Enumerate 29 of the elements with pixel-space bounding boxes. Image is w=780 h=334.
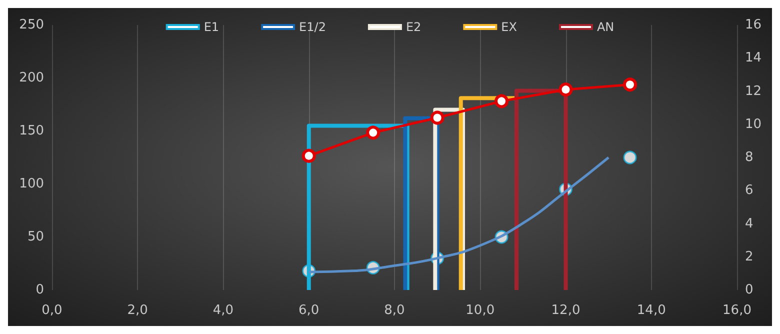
y-tick-label: 250 [19,18,44,32]
y2-tick-label: 0 [745,282,754,298]
x-tick-label: 6,0 [298,303,320,318]
y-tick-label: 0 [36,282,44,298]
y-tick-label: 200 [19,70,44,86]
x-tick-label: 0,0 [42,303,62,318]
y-tick-label: 100 [19,176,44,192]
y2-tick-label: 16 [745,18,762,32]
y2-tick-label: 10 [745,116,762,132]
y-tick-label: 50 [27,230,44,244]
legend-label: E1/2 [299,20,326,34]
y2-tick-label: 14 [745,50,762,66]
x-tick-label: 14,0 [636,303,666,318]
x-tick-label: 12,0 [551,303,580,318]
x-tick-label: 10,0 [466,303,495,318]
y-tick-label: 150 [19,124,44,138]
y2-tick-label: 4 [745,216,754,232]
legend-label: EX [501,20,517,34]
legend-label: E2 [406,20,422,34]
y2-tick-label: 6 [745,183,754,198]
x-tick-label: 2,0 [127,303,148,318]
y2-tick-label: 12 [745,84,762,99]
y2-tick-label: 2 [745,249,754,264]
x-tick-label: 8,0 [384,303,405,318]
x-tick-label: 16,0 [722,303,752,318]
x-tick-label: 4,0 [212,303,234,318]
y2-tick-label: 8 [745,150,754,165]
legend-label: E1 [204,20,220,34]
legend-label: AN [596,20,614,34]
